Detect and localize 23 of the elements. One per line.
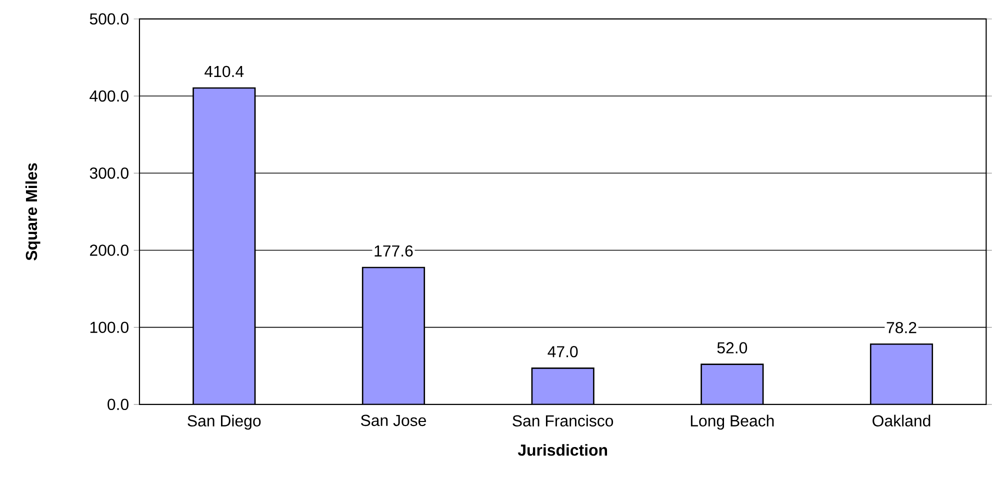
- x-tick-label: San Jose: [360, 414, 426, 426]
- data-label: 52.0: [717, 342, 748, 354]
- x-tick-label: San Francisco: [512, 414, 614, 426]
- data-label: 177.6: [374, 245, 413, 257]
- x-tick-label: Long Beach: [690, 414, 774, 430]
- x-axis-title: Jurisdiction: [518, 444, 608, 456]
- y-tick-label: 200.0: [90, 244, 128, 256]
- y-tick-label: 300.0: [90, 167, 128, 179]
- y-tick-label: 100.0: [90, 322, 128, 333]
- y-tick-label: 500.0: [90, 13, 128, 25]
- x-tick-label: Oakland: [872, 414, 930, 426]
- bar: [531, 367, 594, 404]
- y-axis-title: Square Miles: [25, 163, 40, 260]
- y-tick-label: 400.0: [90, 90, 128, 102]
- y-tick-label: 0.0: [108, 398, 128, 410]
- x-tick-label: San Diego: [188, 414, 261, 430]
- bar: [362, 266, 426, 404]
- data-label: 78.2: [886, 322, 916, 334]
- data-label: 47.0: [548, 346, 578, 358]
- bar: [700, 364, 764, 404]
- data-label: 410.4: [204, 66, 244, 78]
- bar: [870, 343, 934, 404]
- bar: [192, 87, 256, 404]
